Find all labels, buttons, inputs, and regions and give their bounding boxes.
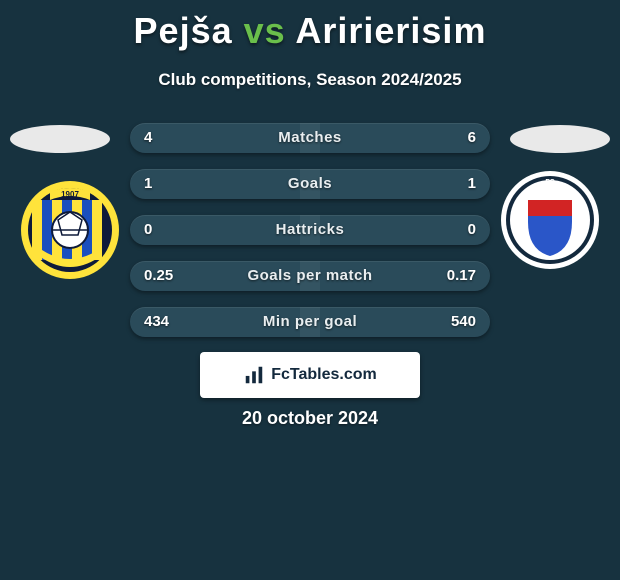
stat-label: Hattricks	[130, 215, 490, 245]
stat-right-value: 540	[451, 307, 476, 337]
svg-text:1907: 1907	[61, 190, 79, 199]
bar-chart-icon	[243, 364, 265, 386]
stat-row-hattricks: 0 Hattricks 0	[130, 215, 490, 245]
placeholder-ellipse-right	[510, 125, 610, 153]
player-left-name: Pejša	[134, 10, 233, 51]
page-title: Pejša vs Aririerisim	[0, 0, 620, 52]
subtitle: Club competitions, Season 2024/2025	[0, 70, 620, 90]
stat-label: Min per goal	[130, 307, 490, 337]
stat-label: Goals	[130, 169, 490, 199]
vs-separator: vs	[244, 10, 286, 51]
stat-row-goals: 1 Goals 1	[130, 169, 490, 199]
stat-label: Goals per match	[130, 261, 490, 291]
stat-right-value: 6	[468, 123, 476, 153]
fctables-link[interactable]: FcTables.com	[200, 352, 420, 398]
sfc-opava-crest-icon: 1907	[20, 180, 120, 280]
stat-row-goals-per-match: 0.25 Goals per match 0.17	[130, 261, 490, 291]
stat-right-value: 1	[468, 169, 476, 199]
promo-text: FcTables.com	[271, 366, 377, 384]
stat-row-min-per-goal: 434 Min per goal 540	[130, 307, 490, 337]
stats-table: 4 Matches 6 1 Goals 1 0 Hattricks 0 0.25…	[130, 123, 490, 353]
club-crest-left: 1907	[20, 180, 120, 280]
stat-label: Matches	[130, 123, 490, 153]
svg-text:FC: FC	[545, 179, 554, 186]
banik-ostrava-crest-icon: FC	[500, 170, 600, 270]
club-crest-right: FC	[500, 170, 600, 270]
date-label: 20 october 2024	[0, 408, 620, 429]
placeholder-ellipse-left	[10, 125, 110, 153]
stat-right-value: 0.17	[447, 261, 476, 291]
stat-row-matches: 4 Matches 6	[130, 123, 490, 153]
player-right-name: Aririerisim	[295, 10, 486, 51]
stat-right-value: 0	[468, 215, 476, 245]
